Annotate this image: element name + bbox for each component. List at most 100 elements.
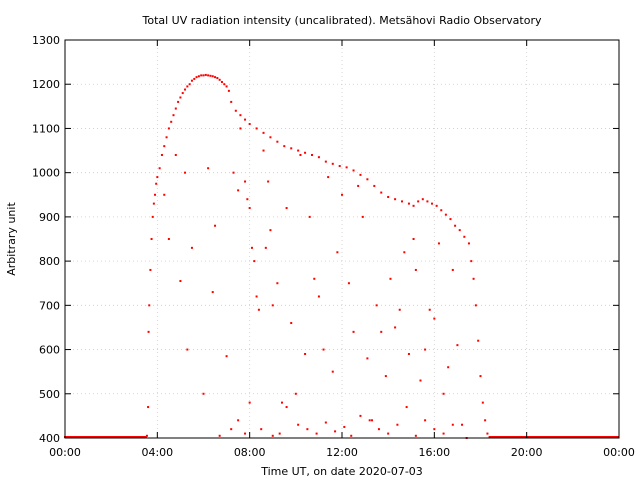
data-point (225, 355, 228, 358)
y-tick-label: 1200 (32, 78, 60, 91)
data-point (135, 436, 138, 438)
data-point (531, 436, 534, 438)
data-point (218, 78, 221, 81)
data-point (357, 184, 360, 187)
data-point (444, 213, 447, 216)
data-point (608, 436, 611, 438)
data-point (484, 419, 487, 422)
data-point (184, 88, 187, 91)
data-point (127, 436, 130, 438)
data-point (250, 246, 253, 249)
data-point (67, 436, 70, 438)
data-point (103, 436, 106, 438)
data-point (479, 375, 482, 378)
data-point (433, 428, 436, 431)
data-point (262, 131, 265, 134)
plot-frame (64, 39, 620, 439)
data-point (472, 277, 475, 280)
data-point (200, 74, 203, 77)
data-point (119, 436, 122, 438)
data-point (424, 348, 427, 351)
data-point (417, 200, 420, 203)
data-point (69, 436, 72, 438)
data-point (70, 436, 73, 438)
data-point (553, 436, 556, 438)
data-point (593, 436, 596, 438)
data-point (546, 436, 549, 438)
data-point (105, 436, 108, 438)
data-point (154, 193, 157, 196)
data-point (227, 89, 230, 92)
data-point (145, 434, 148, 437)
data-point (414, 268, 417, 271)
data-point (503, 436, 506, 438)
data-point (137, 436, 140, 438)
data-point (544, 436, 547, 438)
data-point (387, 195, 390, 198)
data-point (582, 436, 585, 438)
data-point (611, 436, 614, 438)
data-point (338, 165, 341, 168)
data-point (304, 352, 307, 355)
data-point (331, 162, 334, 165)
data-point (373, 184, 376, 187)
data-point (315, 432, 318, 435)
data-point (310, 153, 313, 156)
data-point (280, 401, 283, 404)
data-point (209, 74, 212, 77)
data-point (576, 436, 579, 438)
data-point (426, 200, 429, 203)
data-point (583, 436, 586, 438)
data-point (132, 436, 135, 438)
data-point (88, 436, 91, 438)
data-point (557, 436, 560, 438)
data-point (477, 339, 480, 342)
data-point (276, 140, 279, 143)
data-point (437, 242, 440, 245)
data-point (290, 147, 293, 150)
data-point (489, 436, 492, 438)
data-point (151, 215, 154, 218)
data-point (125, 436, 128, 438)
data-point (225, 85, 228, 88)
data-point (104, 436, 107, 438)
data-point (160, 153, 163, 156)
data-point (98, 436, 101, 438)
data-point (412, 204, 415, 207)
data-point (579, 436, 582, 438)
data-point (66, 436, 69, 438)
y-tick-label: 600 (39, 344, 60, 357)
data-point (585, 436, 588, 438)
data-point (527, 436, 530, 438)
data-point (398, 308, 401, 311)
data-point (327, 176, 330, 179)
data-point (126, 436, 129, 438)
data-point (128, 436, 131, 438)
data-point (614, 436, 617, 438)
data-point (407, 352, 410, 355)
data-point (491, 436, 494, 438)
data-point (179, 96, 182, 99)
data-point (94, 436, 97, 438)
data-point (124, 436, 127, 438)
data-point (304, 151, 307, 154)
data-point (384, 375, 387, 378)
x-tick-label: 16:00 (418, 446, 450, 459)
data-point (616, 436, 619, 438)
data-point (403, 251, 406, 254)
data-point (211, 291, 214, 294)
data-point (442, 432, 445, 435)
data-point (80, 436, 83, 438)
data-point (87, 436, 90, 438)
data-point (456, 344, 459, 347)
data-point (394, 326, 397, 329)
data-point (102, 436, 105, 438)
data-point (106, 436, 109, 438)
x-tick-label: 00:00 (49, 446, 81, 459)
data-point (211, 75, 214, 78)
data-point (562, 436, 565, 438)
data-point (501, 436, 504, 438)
x-tick-label: 08:00 (234, 446, 266, 459)
data-point (504, 436, 507, 438)
data-point (532, 436, 535, 438)
